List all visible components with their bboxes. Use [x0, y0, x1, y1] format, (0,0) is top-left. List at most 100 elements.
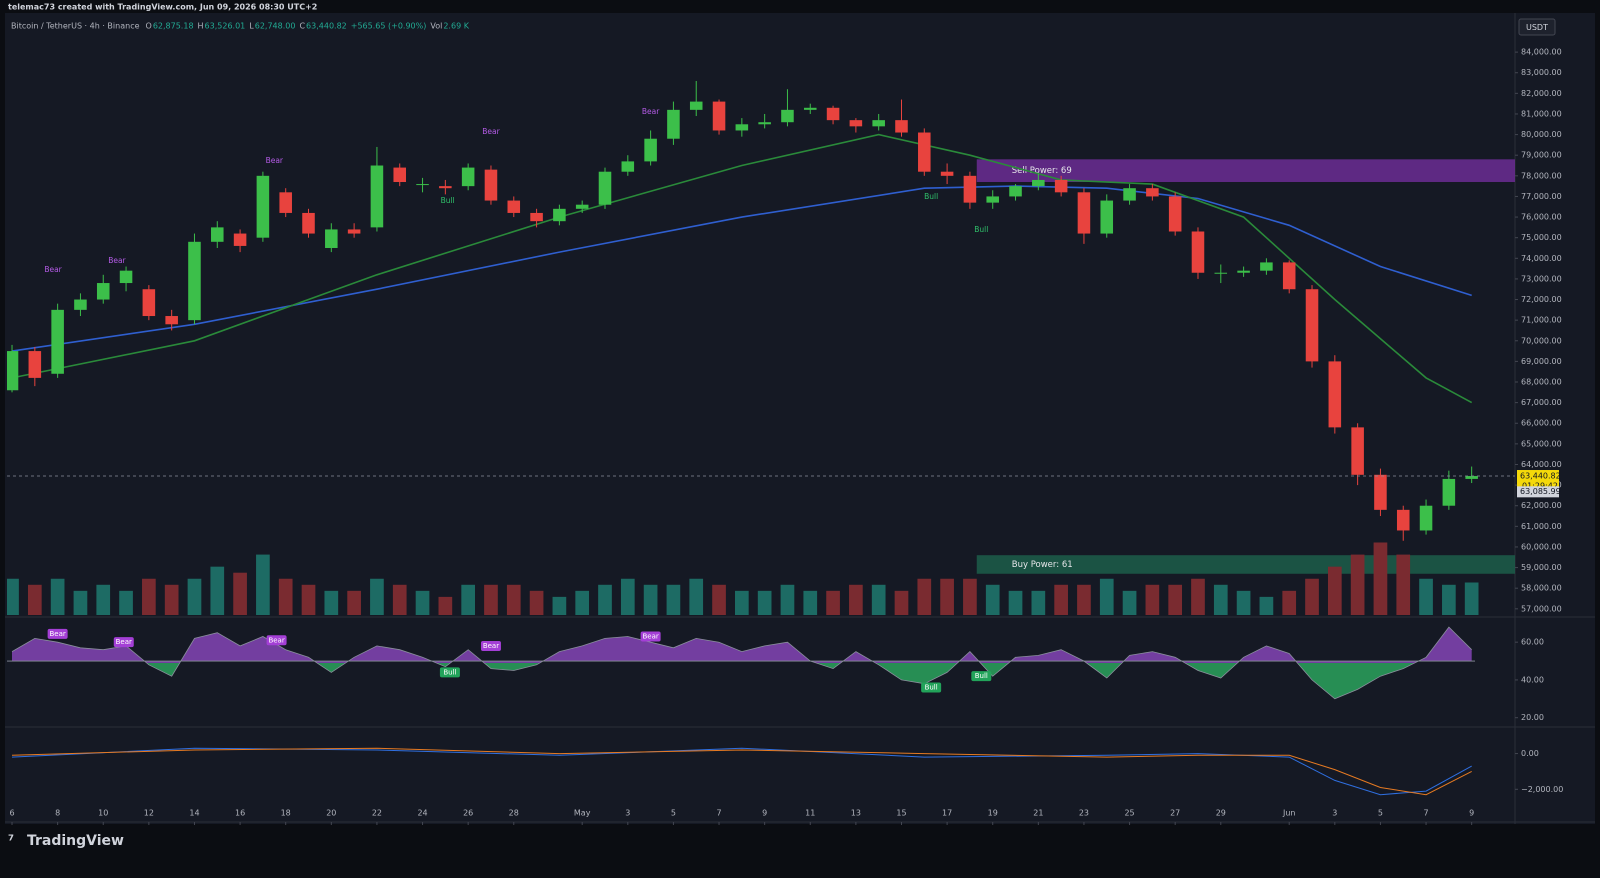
- candle-body: [1351, 427, 1364, 475]
- candle-body: [575, 204, 589, 209]
- x-tick-label: 22: [372, 809, 382, 818]
- signal-label: Bear: [44, 265, 62, 274]
- y-tick-label: 78,000.00: [1521, 171, 1562, 180]
- candle-body: [393, 167, 407, 183]
- y-tick-label: 84,000.00: [1521, 48, 1562, 57]
- x-tick-label: 12: [144, 809, 154, 818]
- volume-bar: [347, 590, 361, 615]
- volume-bar: [1464, 582, 1479, 615]
- y-tick-label: 60.00: [1521, 638, 1544, 647]
- y-tick-label: 65,000.00: [1521, 439, 1562, 448]
- change: +565.65 (+0.90%): [351, 22, 427, 31]
- moving-average: [11, 133, 1473, 404]
- candle-body: [1032, 179, 1045, 187]
- volume-bar: [301, 584, 316, 615]
- signal-label: Bull: [924, 192, 938, 201]
- signal-box: [113, 637, 134, 648]
- ohlc-value: 62,748.00: [255, 22, 296, 31]
- volume-bar: [96, 584, 111, 615]
- y-tick-label: 66,000.00: [1521, 419, 1562, 428]
- y-tick-label: 69,000.00: [1521, 357, 1562, 366]
- macd-line: [11, 747, 1472, 796]
- candle-body: [1237, 270, 1250, 273]
- credit: telemac73 created with TradingView.com, …: [8, 3, 317, 12]
- signal-box: [47, 628, 68, 639]
- x-tick-label: 5: [1378, 809, 1383, 818]
- x-tick-label: 20: [326, 809, 336, 818]
- level-price: 63,085.99: [1520, 487, 1561, 496]
- candle-body: [28, 351, 42, 378]
- signal-label: Bull: [441, 196, 455, 205]
- x-tick-label: 25: [1124, 809, 1134, 818]
- signal-label: Bear: [268, 636, 284, 644]
- y-tick-label: 61,000.00: [1521, 522, 1562, 531]
- volume-bar: [575, 590, 590, 615]
- volume-bar: [461, 584, 475, 615]
- volume-bar: [1236, 590, 1251, 615]
- y-tick-label: 68,000.00: [1521, 378, 1562, 387]
- candle-body: [689, 101, 703, 110]
- candle-body: [233, 233, 247, 246]
- level-box: [1517, 486, 1559, 498]
- candle-body: [74, 299, 87, 310]
- candle-body: [940, 171, 954, 176]
- volume-bar: [1077, 584, 1091, 615]
- candle-body: [7, 351, 19, 391]
- ohlc-key: L: [249, 22, 254, 31]
- x-tick-label: 16: [235, 809, 245, 818]
- y-tick-label: 79,000.00: [1521, 151, 1562, 160]
- volume-bar: [187, 578, 202, 615]
- signal-label: Bear: [266, 156, 284, 165]
- volume-bar: [985, 584, 1000, 615]
- x-tick-label: 29: [1216, 809, 1226, 818]
- x-tick-label: 26: [463, 809, 473, 818]
- candle-body: [872, 120, 885, 127]
- volume-bar: [324, 590, 339, 615]
- currency[interactable]: USDT: [1526, 23, 1548, 32]
- macd-line: [11, 747, 1472, 796]
- volume-bar: [803, 590, 818, 615]
- candle-body: [1054, 179, 1068, 193]
- y-tick-label: 75,000.00: [1521, 233, 1562, 242]
- volume-bar: [917, 578, 932, 615]
- x-tick-label: 8: [55, 809, 60, 818]
- candle-body: [279, 192, 292, 213]
- x-tick-label: 6: [9, 809, 14, 818]
- ohlc-value: 63,526.01: [205, 22, 246, 31]
- volume-bar: [27, 584, 42, 615]
- candle-body: [1419, 505, 1433, 531]
- candle-body: [1374, 474, 1387, 510]
- candle-body: [712, 101, 726, 131]
- currency-button[interactable]: [1518, 18, 1556, 36]
- logo-mark: ⁷: [8, 833, 14, 849]
- chart-background: [5, 13, 1595, 824]
- signal-label: Bear: [642, 633, 658, 641]
- volume-bar: [119, 590, 133, 615]
- candle-body: [826, 107, 840, 121]
- candle-body: [986, 196, 999, 203]
- signal-box: [266, 635, 287, 646]
- signal-label: Bull: [925, 683, 938, 691]
- volume-bar: [210, 566, 225, 615]
- candle-body: [165, 316, 178, 325]
- candle-body: [484, 169, 498, 201]
- volume-bar: [1145, 584, 1160, 615]
- volume-bar: [1305, 578, 1319, 615]
- volume-bar: [849, 584, 863, 615]
- candle-body: [1123, 188, 1136, 201]
- x-tick-label: 15: [896, 809, 906, 818]
- candle-body: [211, 227, 224, 242]
- y-tick-label: 81,000.00: [1521, 109, 1562, 118]
- candle-body: [803, 107, 817, 110]
- candle-body: [370, 165, 384, 228]
- candle-body: [849, 120, 863, 127]
- candle-body: [1146, 188, 1159, 197]
- volume-bar: [1122, 590, 1137, 615]
- zone: [976, 159, 1515, 183]
- candle-body: [735, 124, 749, 131]
- volume-bar: [643, 584, 658, 615]
- volume-bar: [620, 578, 635, 615]
- y-tick-label: 83,000.00: [1521, 68, 1562, 77]
- candle-body: [1465, 476, 1478, 479]
